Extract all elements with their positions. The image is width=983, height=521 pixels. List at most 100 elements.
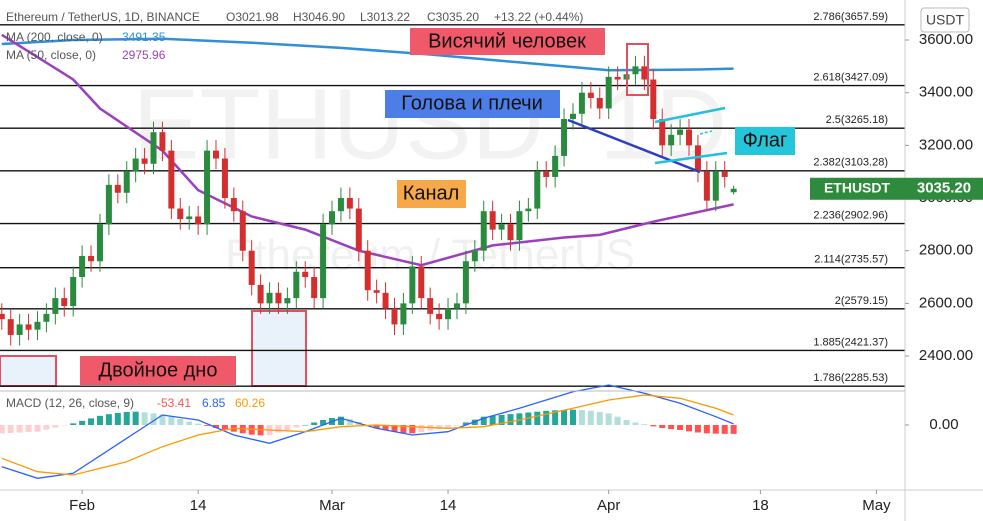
macd-histogram-bar: [489, 415, 496, 425]
macd-histogram-bar: [79, 420, 86, 425]
candle-body: [596, 97, 603, 109]
macd-histogram-bar: [694, 425, 701, 433]
macd-histogram-bar: [25, 425, 32, 432]
fib-label: 2(2579.15): [835, 295, 888, 307]
macd-histogram-bar: [96, 415, 103, 425]
fib-label: 2.618(3427.09): [813, 71, 888, 83]
watermark-subtitle: Ethereum / TetherUS: [225, 231, 635, 280]
macd-histogram-bar: [614, 416, 621, 425]
candle-body: [534, 171, 541, 209]
candle-body: [346, 198, 353, 209]
macd-histogram-bar: [320, 420, 327, 425]
fib-label: 1.786(2285.53): [813, 372, 888, 384]
macd-histogram-bar: [275, 425, 282, 433]
macd-histogram-bar: [34, 425, 41, 432]
candle-body: [462, 261, 469, 304]
candle-body: [721, 171, 728, 177]
macd-histogram-bar: [677, 425, 684, 430]
legend: Ethereum / TetherUS, 1D, BINANCE O3021.9…: [6, 10, 583, 410]
candle-body: [150, 132, 157, 164]
macd-histogram-bar: [623, 420, 630, 425]
macd-histogram-bar: [659, 425, 666, 428]
y-tick-label: 0.00: [929, 416, 958, 433]
candle-body: [525, 208, 532, 212]
candle-body: [730, 188, 737, 193]
candle-body: [52, 298, 59, 314]
annotation: Двойное дно: [99, 359, 218, 381]
candle-body: [212, 150, 219, 159]
annotation: Висячий человек: [428, 30, 586, 52]
legend-value: 3491.35: [122, 30, 166, 44]
macd-histogram-bar: [569, 409, 576, 425]
y-tick-label: 2800.00: [919, 242, 973, 259]
annotation-box: [80, 356, 236, 385]
x-tick-label: 18: [752, 497, 769, 514]
candle-body: [114, 184, 121, 193]
macd-histogram-bar: [445, 425, 452, 429]
candle-body: [391, 308, 398, 325]
annotation: Канал: [403, 182, 460, 204]
candle-body: [16, 324, 23, 335]
candle-body: [650, 79, 657, 120]
candle-body: [337, 198, 344, 212]
x-tick-label: Mar: [319, 497, 345, 514]
macd-histogram-bar: [516, 413, 523, 425]
macd-histogram-bar: [498, 415, 505, 425]
annotation-box: [397, 180, 466, 208]
ohlc-high: H3046.90: [293, 10, 345, 24]
candle-body: [248, 250, 255, 285]
candle-body: [480, 211, 487, 251]
macd-histogram-bar: [650, 425, 657, 427]
macd-histogram-bar: [703, 425, 710, 434]
candle-body: [605, 76, 612, 109]
candle-body: [0, 313, 5, 320]
candle-body: [284, 298, 291, 304]
candle-body: [489, 211, 496, 230]
candle-body: [516, 211, 523, 241]
chart-title: Ethereum / TetherUS, 1D, BINANCE: [6, 10, 200, 24]
macd-histogram-bar: [686, 425, 693, 432]
candle-body: [507, 224, 514, 241]
candle-body: [427, 298, 434, 314]
macd-histogram-bar: [525, 412, 532, 425]
macd-histogram-bar: [605, 413, 612, 425]
macd-histogram-bar: [373, 425, 380, 429]
fib-label: 2.236(2902.96): [813, 209, 888, 221]
macd-histogram-bar: [132, 411, 139, 425]
macd-histogram-bar: [391, 425, 398, 432]
candle-body: [373, 290, 380, 293]
candle-body: [587, 92, 594, 98]
fib-label: 1.885(2421.37): [813, 336, 888, 348]
candle-body: [302, 271, 309, 278]
candle-body: [641, 66, 648, 80]
macd-histogram-bar: [177, 419, 184, 425]
macd-histogram-bar: [248, 425, 255, 435]
fib-label: 2.382(3103.28): [813, 157, 888, 169]
candle-body: [578, 92, 585, 114]
fib-label: 2.786(3657.59): [813, 11, 888, 23]
candle-body: [239, 211, 246, 251]
candle-body: [329, 211, 336, 225]
macd-histogram-bar: [632, 422, 639, 425]
change: +13.22 (+0.44%): [494, 10, 583, 24]
candle-body: [34, 321, 41, 330]
currency: USDT: [926, 12, 965, 28]
legend-value: 60.26: [235, 396, 265, 410]
candle-body: [686, 129, 693, 146]
time-axis: [0, 490, 905, 521]
candle-body: [96, 224, 103, 262]
candle-body: [703, 171, 710, 201]
macd-histogram-bar: [43, 425, 50, 430]
candle-body: [43, 313, 50, 322]
y-tick-label: 3600.00: [919, 31, 973, 48]
macd-histogram-bar: [16, 425, 23, 433]
candle-body: [712, 171, 719, 201]
flag-line: [654, 106, 726, 124]
candle-body: [569, 113, 576, 120]
x-tick-label: May: [862, 497, 891, 514]
candle-body: [186, 216, 193, 220]
y-tick-label: 2400.00: [919, 347, 973, 364]
x-tick-label: 14: [190, 497, 207, 514]
macd-histogram-bar: [721, 425, 728, 434]
